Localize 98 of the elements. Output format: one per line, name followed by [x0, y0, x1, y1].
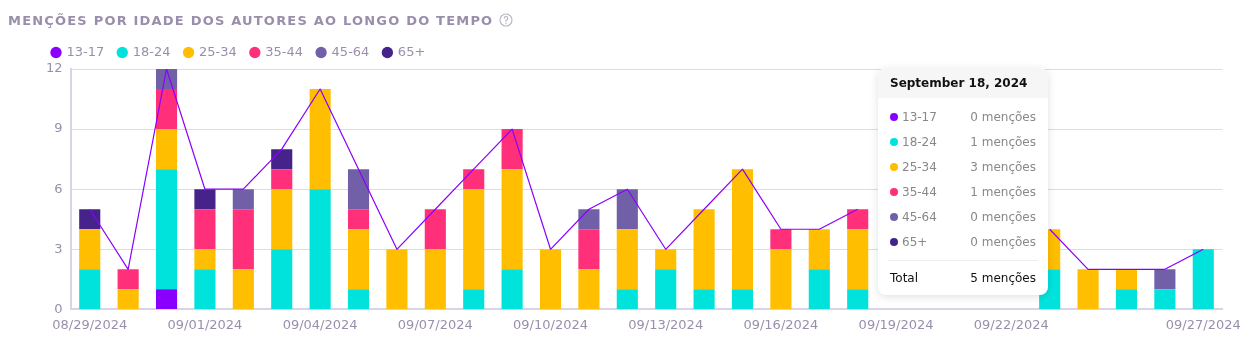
bar: [194, 249, 216, 270]
bar: [347, 289, 370, 309]
bar: [155, 289, 178, 309]
legend-label: 25-34: [902, 159, 937, 174]
bar: [309, 89, 331, 190]
bar: [194, 269, 216, 309]
annotation: 0 menções: [970, 209, 1036, 224]
bar: [309, 189, 331, 309]
bar: [79, 269, 101, 309]
bar: [731, 169, 754, 290]
bar: [155, 89, 178, 130]
bar: [1115, 269, 1138, 290]
bar: [578, 209, 600, 230]
x-tick-label: 09/01/2024: [167, 316, 243, 332]
annotation: 0 menções: [970, 234, 1036, 249]
bar: [808, 229, 830, 270]
bar: [770, 229, 792, 250]
bar: [847, 229, 869, 290]
bar: [463, 289, 485, 309]
annotation: Total: [890, 271, 919, 285]
bar: [463, 169, 485, 190]
bar: [501, 129, 523, 170]
bar: [731, 289, 754, 309]
bar: [1154, 269, 1176, 290]
bar: [616, 289, 638, 309]
bar: [79, 209, 101, 230]
bar: [1154, 289, 1176, 309]
bar: [232, 209, 254, 270]
y-tick-label: 12: [46, 60, 63, 76]
bar: [232, 269, 254, 309]
bar: [155, 169, 178, 290]
bar: [117, 269, 139, 290]
legend-label: 35-44: [265, 43, 304, 59]
annotation: 5 menções: [970, 271, 1036, 285]
bar: [194, 189, 216, 210]
legend-label: 13-17: [66, 43, 105, 59]
text: 13-17: [902, 109, 937, 124]
text: 35-44: [902, 184, 937, 199]
bar: [578, 229, 600, 270]
text: 45-64: [331, 43, 370, 59]
bar: [155, 129, 178, 170]
bar: [539, 249, 562, 309]
bar: [808, 269, 830, 309]
bar: [424, 249, 446, 309]
text: 25-34: [199, 43, 237, 59]
bar: [79, 229, 101, 270]
annotation: 3 menções: [970, 159, 1036, 174]
bar: [616, 229, 638, 290]
x-tick-label: 09/07/2024: [397, 316, 473, 332]
annotation: 1 menções: [970, 184, 1036, 199]
bar: [194, 209, 216, 250]
bar: [1077, 269, 1099, 309]
bar: [347, 169, 370, 210]
bar: [847, 289, 869, 309]
bar: [616, 189, 638, 230]
x-tick-label: 08/29/2024: [52, 316, 128, 332]
y-tick-label: 3: [54, 240, 63, 256]
x-tick-label: 09/04/2024: [282, 316, 358, 332]
x-tick-label: 09/19/2024: [858, 316, 934, 332]
x-tick-label: 09/13/2024: [628, 316, 704, 332]
bar: [347, 209, 370, 230]
annotation: September 18, 2024: [878, 68, 1048, 98]
bar: [578, 269, 600, 309]
legend-label: 18-24: [902, 134, 937, 149]
y-tick-label: 9: [54, 120, 63, 136]
bar: [693, 209, 715, 290]
x-tick-label: 09/10/2024: [513, 316, 588, 332]
bar: [655, 249, 677, 270]
legend-label: 45-64: [902, 209, 937, 224]
bar: [463, 189, 485, 290]
bar: [232, 189, 254, 210]
x-tick-label: 09/27/2024: [1165, 316, 1241, 332]
bar: [693, 289, 715, 309]
y-tick-label: 6: [54, 180, 63, 196]
annotation: 0 menções: [970, 109, 1036, 124]
bar: [347, 229, 370, 290]
x-tick-label: 09/22/2024: [973, 316, 1049, 332]
bar: [501, 269, 523, 309]
bar: [386, 249, 408, 309]
bar: [271, 169, 293, 190]
bar: [117, 289, 139, 309]
bar: [847, 209, 869, 230]
text: 18-24: [132, 43, 171, 59]
bar: [271, 249, 293, 309]
bar: [655, 269, 677, 309]
bar: [271, 189, 293, 250]
bar: [770, 249, 792, 309]
bar: [424, 209, 446, 250]
bar: [501, 169, 523, 270]
chart-title: MENÇÕES POR IDADE DOS AUTORES AO LONGO DO TEMPO: [8, 12, 494, 28]
bar: [271, 149, 293, 170]
legend-label: 65+: [397, 43, 426, 59]
bar: [1192, 249, 1214, 309]
x-tick-label: 09/16/2024: [743, 316, 819, 332]
text: 65+: [902, 234, 928, 249]
bar: [1115, 289, 1138, 309]
y-tick-label: 0: [54, 300, 63, 316]
annotation: 1 menções: [970, 134, 1036, 149]
